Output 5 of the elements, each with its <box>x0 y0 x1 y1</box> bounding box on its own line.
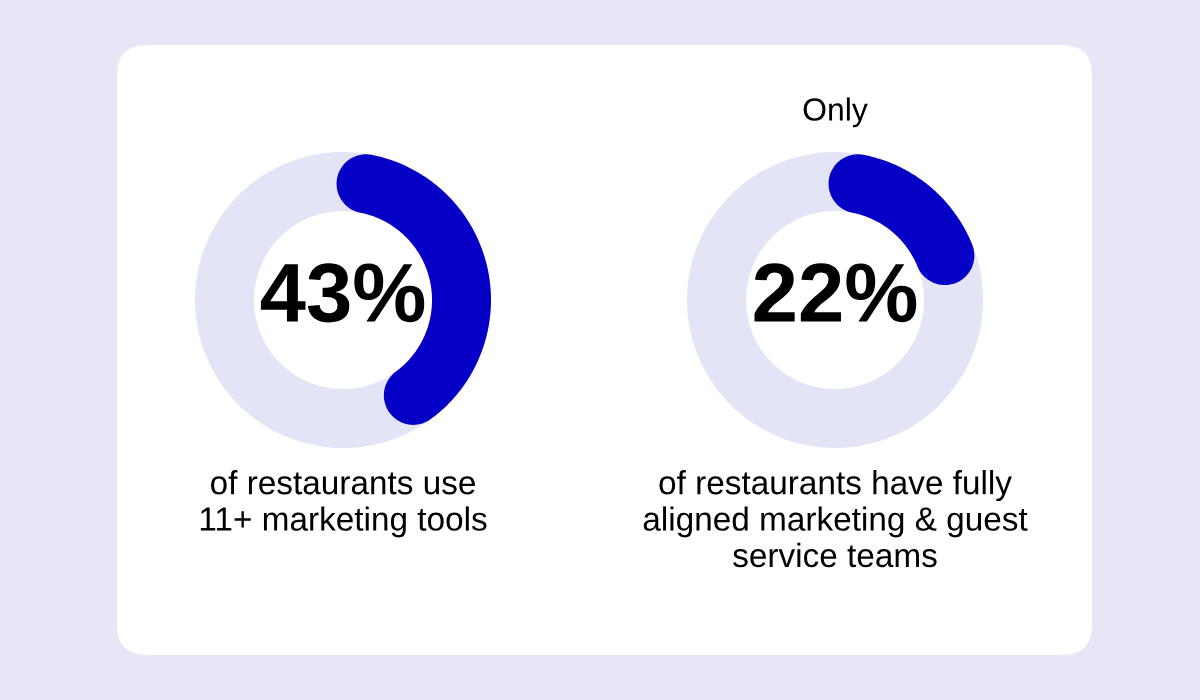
data-label: 22% <box>754 263 917 323</box>
chart-title: Only <box>803 97 868 128</box>
data-label: 43% <box>260 263 425 323</box>
text: of restaurants have fully aligned marketing & guest service teams <box>643 470 1028 568</box>
text: of restaurants use 11+ marketing tools <box>200 470 487 538</box>
